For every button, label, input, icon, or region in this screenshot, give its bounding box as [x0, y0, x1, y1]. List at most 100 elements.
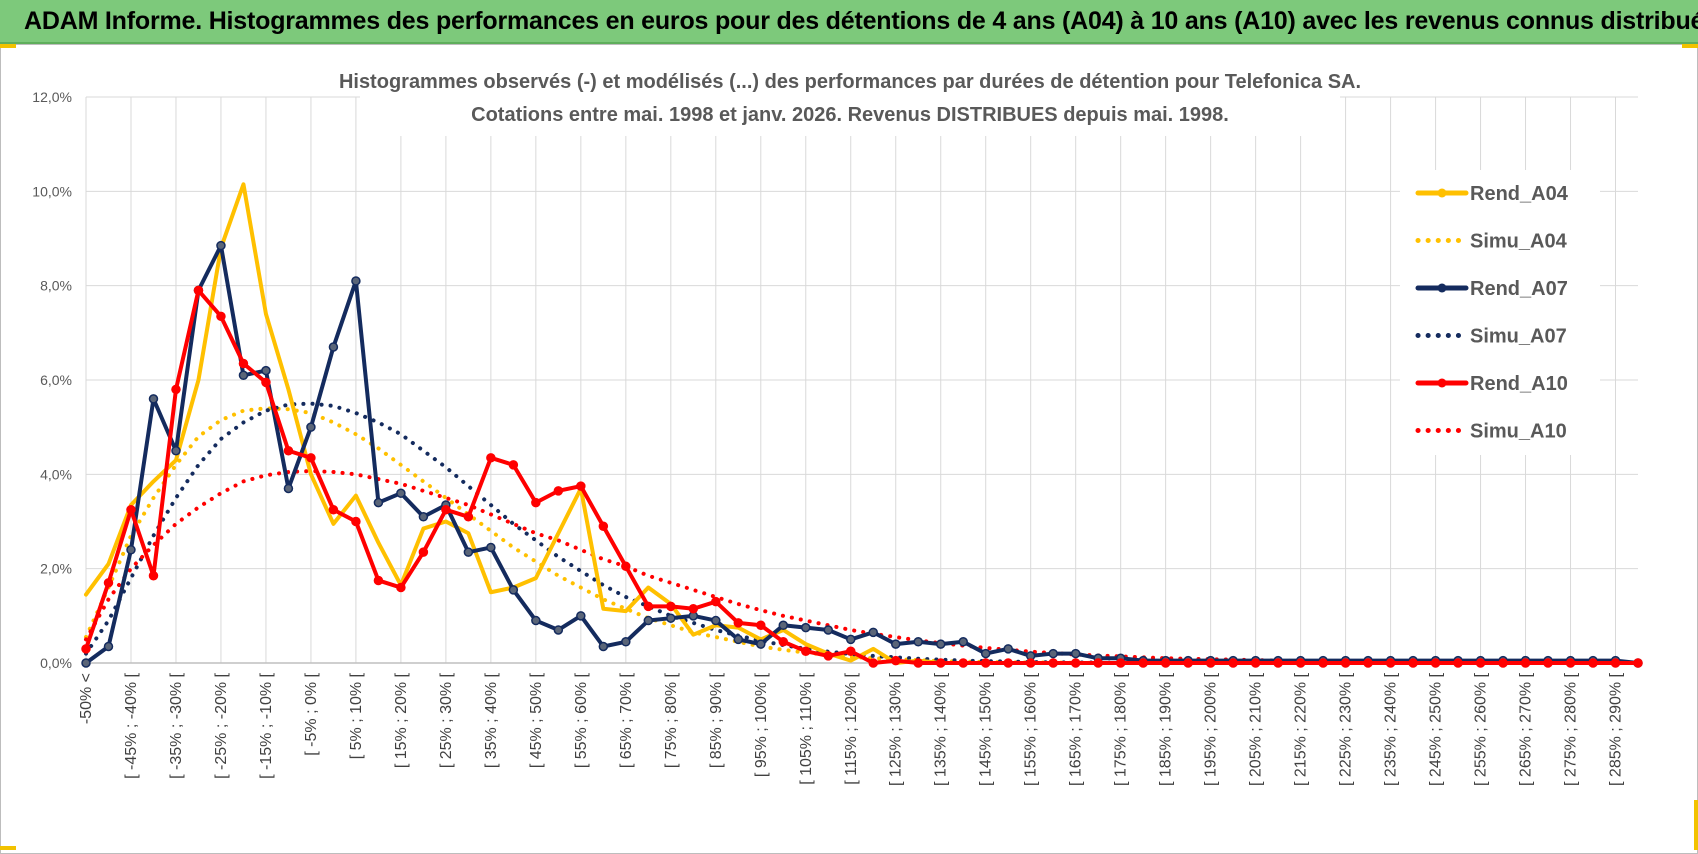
legend-marker [1437, 283, 1447, 293]
data-point-rend-a10 [666, 601, 676, 612]
data-point-rend-a10 [553, 486, 564, 496]
x-tick-label: [ 105% ; 110% [ [798, 672, 815, 784]
data-point-rend-a07 [81, 658, 91, 668]
chart-title-line-2: Cotations entre mai. 1998 et janv. 2026.… [471, 104, 1229, 126]
corner-mark [0, 846, 16, 850]
data-point-rend-a04 [331, 522, 335, 526]
data-point-rend-a07 [486, 542, 496, 553]
x-tick-label: [ 85% ; 90% [ [708, 672, 725, 768]
data-point-rend-a04 [466, 531, 470, 535]
data-point-rend-a10 [1048, 658, 1058, 668]
data-point-rend-a10 [1453, 658, 1463, 668]
corner-mark [0, 44, 16, 48]
data-point-rend-a04 [196, 378, 200, 382]
data-point-rend-a10 [81, 644, 91, 654]
data-point-rend-a04 [309, 472, 313, 476]
x-tick-label: [ 95% ; 100% [ [753, 672, 770, 777]
legend: Rend_A04 Simu_A04 Rend_A07 Simu_A07 Rend_A10… [1400, 170, 1600, 455]
data-point-rend-a04 [241, 182, 245, 186]
data-point-rend-a10 [1205, 658, 1216, 668]
data-point-rend-a10 [1633, 658, 1643, 668]
data-point-rend-a07 [508, 585, 519, 595]
data-point-rend-a10 [1363, 658, 1373, 668]
y-tick-label: 8,0% [40, 278, 72, 294]
data-point-rend-a10 [868, 658, 878, 668]
series-group [81, 182, 1643, 668]
data-point-rend-a04 [804, 642, 808, 646]
y-tick-label: 0,0% [40, 655, 72, 671]
x-tick-label: [ 125% ; 130% [ [888, 672, 905, 786]
corner-mark [1682, 44, 1698, 48]
data-point-rend-a07 [216, 240, 226, 251]
x-tick-label: [ -25% ; -20% [ [213, 672, 230, 778]
data-point-rend-a07 [103, 641, 114, 652]
data-point-rend-a10 [846, 646, 856, 656]
data-point-rend-a10 [508, 460, 519, 470]
data-point-rend-a10 [1408, 658, 1418, 668]
data-point-rend-a07 [148, 394, 159, 404]
x-tick-label: [ 195% ; 200% [ [1203, 672, 1220, 786]
data-point-rend-a07 [553, 625, 564, 635]
x-tick-label: [ 165% ; 170% [ [1068, 672, 1085, 786]
data-point-rend-a10 [1273, 658, 1283, 668]
x-tick-label: [ 255% ; 260% [ [1473, 672, 1490, 786]
x-tick-label: [ -45% ; -40% [ [123, 672, 140, 778]
data-point-rend-a10 [913, 658, 923, 668]
data-point-rend-a10 [486, 453, 496, 463]
corner-mark [1694, 800, 1698, 850]
data-point-rend-a10 [1070, 658, 1081, 668]
data-point-rend-a10 [1160, 658, 1171, 668]
data-point-rend-a07 [463, 547, 474, 557]
data-point-rend-a10 [576, 481, 586, 491]
data-point-rend-a10 [711, 596, 721, 607]
x-tick-label: [ 35% ; 40% [ [483, 672, 500, 768]
data-point-rend-a10 [1295, 658, 1306, 668]
data-point-rend-a04 [376, 541, 380, 545]
data-point-rend-a07 [890, 639, 901, 649]
data-point-rend-a07 [823, 625, 834, 635]
x-tick-label: [ 15% ; 20% [ [393, 672, 410, 768]
data-point-rend-a10 [1138, 658, 1148, 668]
data-point-rend-a10 [778, 637, 789, 647]
x-tick-label: [ 185% ; 190% [ [1158, 672, 1175, 786]
x-tick-label: [ 135% ; 140% [ [933, 672, 950, 786]
chart-title: Histogrammes observés (-) et modélisés (… [339, 64, 1361, 136]
data-point-rend-a10 [148, 570, 159, 581]
y-tick-label: 2,0% [40, 561, 72, 577]
data-point-rend-a10 [1498, 658, 1508, 668]
y-tick-label: 4,0% [40, 466, 72, 482]
legend-marker [1437, 188, 1447, 198]
data-point-rend-a04 [264, 312, 268, 316]
data-point-rend-a07 [283, 483, 294, 494]
data-point-rend-a10 [1093, 658, 1103, 668]
data-point-rend-a10 [1115, 658, 1126, 668]
data-point-rend-a04 [556, 531, 560, 535]
data-point-rend-a10 [1430, 658, 1441, 668]
banner-title: ADAM Informe. Histogrammes des performan… [24, 7, 1698, 35]
x-tick-label: [ 225% ; 230% [ [1338, 672, 1355, 786]
x-tick-label: [ 265% ; 270% [ [1518, 672, 1535, 786]
x-tick-label: [ 55% ; 60% [ [573, 672, 590, 768]
data-point-rend-a04 [286, 387, 290, 391]
data-point-rend-a10 [283, 446, 294, 456]
data-point-rend-a07 [643, 615, 654, 626]
y-tick-label: 10,0% [32, 183, 72, 199]
legend-label: Rend_A10 [1470, 373, 1568, 395]
x-tick-label: [ 205% ; 210% [ [1248, 672, 1265, 786]
data-point-rend-a07 [598, 641, 609, 652]
data-point-rend-a04 [151, 479, 155, 483]
data-point-rend-a07 [1003, 644, 1013, 654]
chart-title-line-1: Histogrammes observés (-) et modélisés (… [339, 71, 1361, 93]
data-point-rend-a10 [1543, 658, 1553, 668]
x-tick-label: [ 215% ; 220% [ [1293, 672, 1310, 786]
data-point-rend-a07 [733, 634, 744, 645]
data-point-rend-a04 [601, 607, 605, 611]
data-point-rend-a07 [126, 545, 136, 555]
data-point-rend-a07 [373, 497, 384, 508]
data-point-rend-a10 [1340, 658, 1351, 668]
data-point-rend-a10 [598, 521, 609, 531]
data-point-rend-a10 [1610, 658, 1621, 668]
data-point-rend-a07 [801, 622, 811, 633]
series-line-rend-a07 [84, 243, 1640, 665]
data-point-rend-a10 [823, 651, 834, 661]
